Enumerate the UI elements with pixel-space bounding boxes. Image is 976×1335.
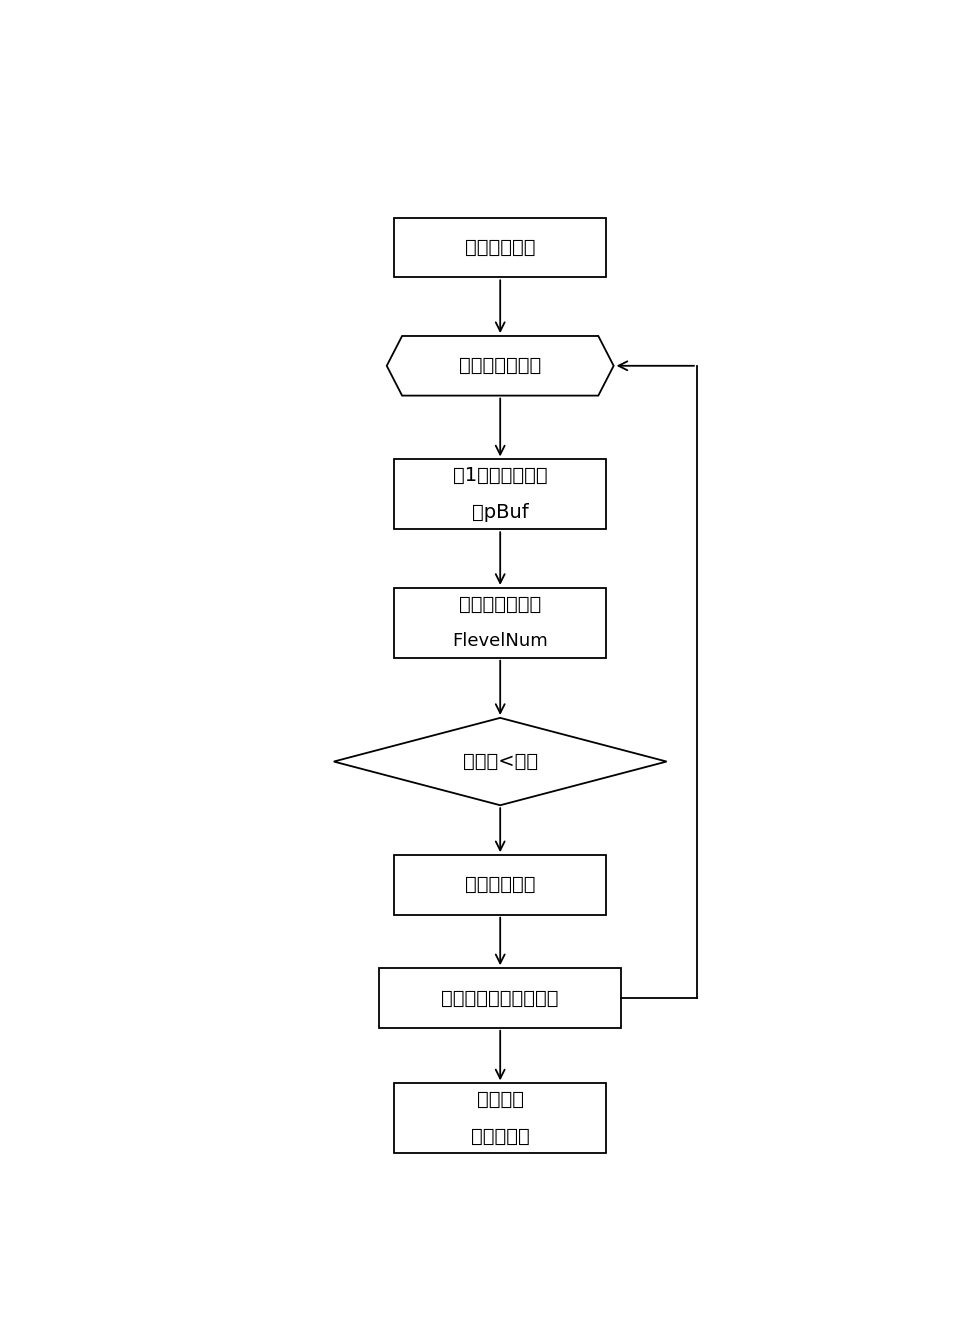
Text: 记录当前行序号到链表: 记录当前行序号到链表 (441, 988, 559, 1008)
Text: 区pBuf: 区pBuf (471, 503, 529, 522)
Text: 释放缓冲区: 释放缓冲区 (470, 1127, 530, 1147)
Polygon shape (334, 718, 667, 805)
Text: 读1行数据到缓冲: 读1行数据到缓冲 (453, 466, 548, 486)
Text: 当前行为坏线: 当前行为坏线 (465, 876, 536, 894)
Bar (394, 856, 606, 914)
Text: 统计每行能级数: 统计每行能级数 (459, 595, 542, 614)
Bar (394, 1083, 606, 1153)
Text: 关闭文件: 关闭文件 (476, 1091, 524, 1109)
Text: FlevelNum: FlevelNum (452, 633, 549, 650)
Text: 没有到达文件尾: 没有到达文件尾 (459, 356, 542, 375)
Bar (394, 587, 606, 658)
Bar (394, 218, 606, 278)
Text: 打开数据文件: 打开数据文件 (465, 238, 536, 258)
Polygon shape (386, 336, 614, 395)
Text: 能级数<阈值: 能级数<阈值 (463, 752, 538, 772)
Bar (394, 459, 606, 529)
Bar (379, 968, 621, 1028)
